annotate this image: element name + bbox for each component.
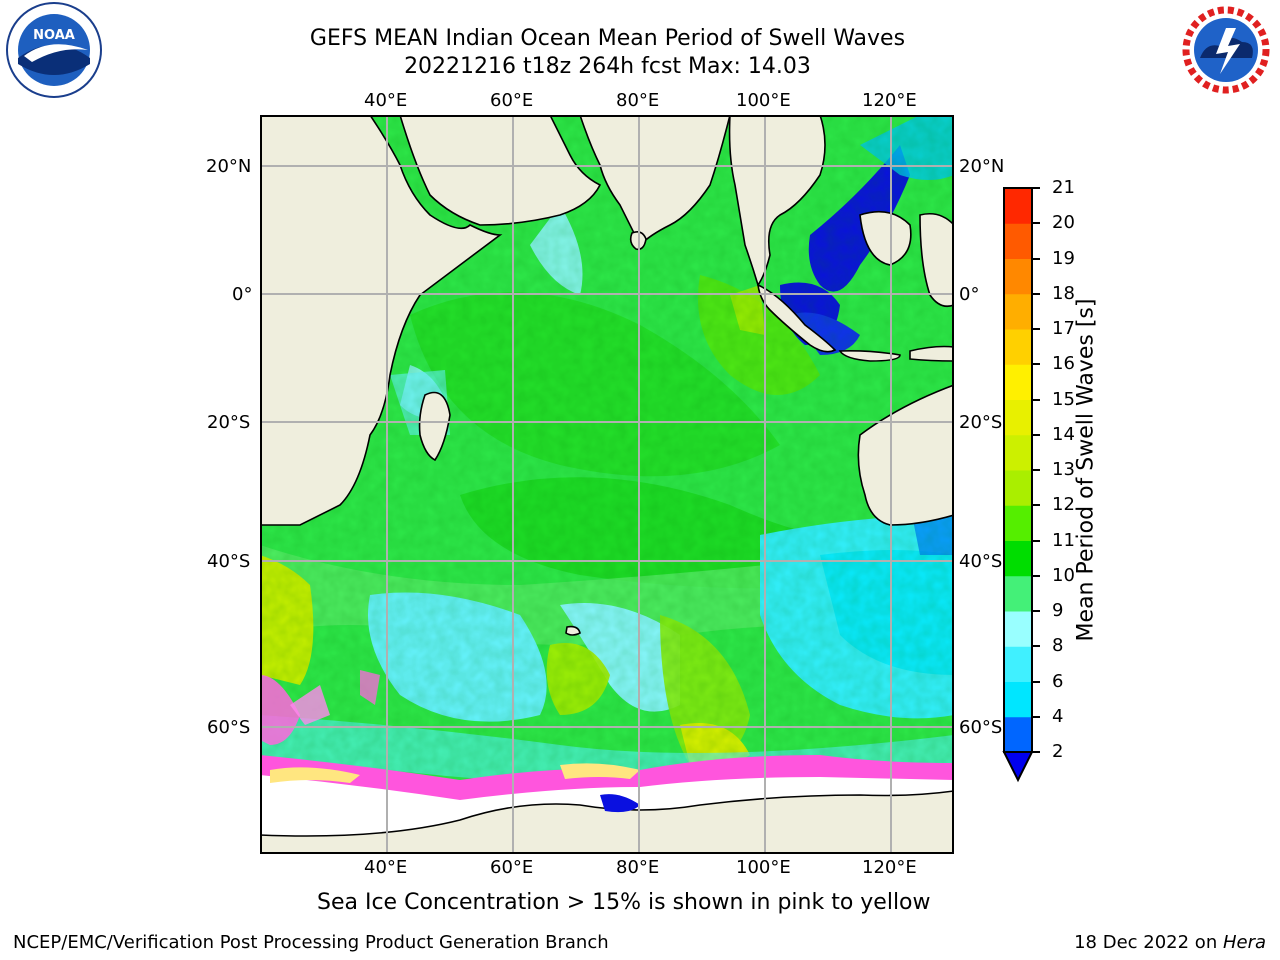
colorbar-tick-mark	[1032, 187, 1040, 189]
lat-label-right: 0°	[959, 284, 980, 305]
lat-label-right: 40°S	[959, 551, 1003, 572]
lon-label-top: 40°E	[364, 90, 408, 111]
colorbar-label: Mean Period of Swell Waves [s]	[1073, 298, 1099, 642]
colorbar-tick-mark	[1032, 433, 1040, 436]
colorbar-segment	[1004, 470, 1032, 506]
lon-label-bottom: 60°E	[490, 857, 534, 878]
graticule	[260, 115, 954, 854]
lon-label-bottom: 80°E	[616, 857, 660, 878]
footer-date: 18 Dec 2022 on Hera	[1074, 932, 1266, 953]
colorbar-tick-mark	[1032, 610, 1040, 612]
colorbar-tick-mark	[1032, 645, 1040, 648]
lon-label-bottom: 100°E	[736, 857, 791, 878]
colorbar-tick-mark	[1032, 363, 1040, 366]
footer-credit: NCEP/EMC/Verification Post Processing Pr…	[13, 932, 609, 953]
colorbar-segment	[1004, 575, 1032, 612]
footer-date-text: 18 Dec 2022 on	[1074, 932, 1223, 953]
lat-label-left: 40°S	[207, 551, 251, 572]
colorbar-tick-label: 14	[1052, 423, 1075, 445]
colorbar-tick-mark	[1032, 398, 1040, 401]
colorbar-tick-mark	[1032, 257, 1040, 260]
colorbar-tick-label: 6	[1052, 670, 1064, 692]
colorbar-tick-label: 11	[1052, 529, 1075, 551]
lon-label-top: 80°E	[616, 90, 660, 111]
lon-label-bottom: 40°E	[364, 857, 408, 878]
noaa-logo-text: NOAA	[33, 28, 75, 43]
colorbar-tick-mark	[1032, 539, 1040, 542]
colorbar-segment	[1004, 434, 1032, 471]
colorbar-tick-label: 15	[1052, 388, 1075, 410]
colorbar-segment	[1004, 611, 1032, 647]
colorbar-tick-label: 9	[1052, 600, 1064, 621]
sea-ice-note: Sea Ice Concentration > 15% is shown in …	[317, 890, 931, 915]
noaa-logo: NOAA	[4, 2, 104, 102]
lon-label-top: 100°E	[736, 90, 791, 111]
colorbar-segment	[1004, 258, 1032, 295]
colorbar-tick-label: 18	[1052, 282, 1075, 304]
colorbar-extend-arrow	[1002, 751, 1034, 783]
colorbar-segment	[1004, 364, 1032, 400]
colorbar-segment	[1004, 293, 1032, 330]
colorbar-segment	[1004, 646, 1032, 682]
colorbar-tick-mark	[1032, 751, 1040, 753]
colorbar-segment	[1004, 681, 1032, 718]
lat-label-left: 20°S	[207, 412, 251, 433]
colorbar-segment	[1004, 716, 1032, 753]
footer-host: Hera	[1222, 932, 1266, 953]
colorbar-tick-mark	[1032, 504, 1040, 507]
lat-label-left: 20°N	[206, 156, 252, 177]
lat-label-left: 0°	[232, 284, 253, 305]
lon-label-bottom: 120°E	[862, 857, 917, 878]
lon-label-top: 120°E	[862, 90, 917, 111]
colorbar-segment	[1004, 188, 1032, 224]
map-title: GEFS MEAN Indian Ocean Mean Period of Sw…	[309, 26, 906, 51]
colorbar-segment	[1004, 329, 1032, 365]
colorbar-tick-label: 19	[1052, 247, 1075, 269]
colorbar-tick-label: 12	[1052, 494, 1075, 516]
colorbar-tick-mark	[1032, 328, 1040, 330]
lon-label-top: 60°E	[490, 90, 534, 111]
colorbar-segment	[1004, 505, 1032, 541]
colorbar-segment	[1004, 540, 1032, 577]
colorbar-segment	[1004, 399, 1032, 436]
national-weather-service-logo	[1176, 2, 1276, 102]
lat-label-right: 20°S	[959, 412, 1003, 433]
colorbar-tick-label: 10	[1052, 564, 1075, 586]
colorbar-tick-label: 21	[1052, 177, 1075, 198]
colorbar-tick-label: 2	[1052, 741, 1064, 762]
colorbar-tick-mark	[1032, 222, 1040, 225]
map-subtitle: 20221216 t18z 264h fcst Max: 14.03	[404, 54, 811, 79]
colorbar-tick-label: 16	[1052, 353, 1075, 375]
colorbar-tick-mark	[1032, 469, 1040, 471]
lat-label-right: 20°N	[959, 156, 1005, 177]
colorbar-tick-label: 20	[1052, 212, 1075, 234]
colorbar-segment	[1004, 223, 1032, 259]
colorbar-tick-mark	[1032, 680, 1040, 683]
colorbar-tick-label: 13	[1052, 459, 1075, 480]
colorbar-tick-label: 17	[1052, 318, 1075, 339]
colorbar-tick-mark	[1032, 715, 1040, 718]
colorbar	[1002, 187, 1034, 783]
map-panel	[260, 115, 954, 854]
colorbar-tick-mark	[1032, 292, 1040, 295]
colorbar-tick-mark	[1032, 574, 1040, 577]
lat-label-left: 60°S	[207, 717, 251, 738]
colorbar-tick-label: 8	[1052, 635, 1064, 657]
lat-label-right: 60°S	[959, 717, 1003, 738]
colorbar-tick-label: 4	[1052, 705, 1064, 727]
